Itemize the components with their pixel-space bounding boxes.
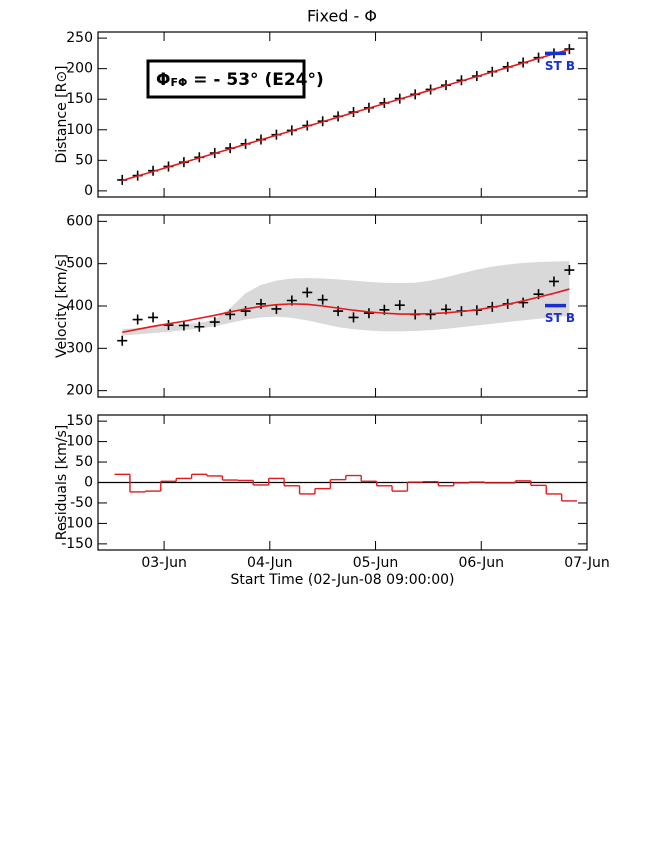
- data-point: [271, 303, 282, 314]
- data-point: [348, 312, 359, 323]
- stb-label: ST B: [545, 311, 575, 325]
- data-point: [518, 297, 529, 308]
- data-point: [148, 312, 159, 323]
- data-point: [548, 276, 559, 287]
- data-point: [564, 265, 575, 276]
- annotation-text: = - 53° (E24°): [187, 70, 323, 90]
- y-axis-label: Residuals [km/s]: [54, 425, 70, 541]
- stb-label: ST B: [545, 59, 575, 73]
- data-point: [564, 44, 575, 55]
- y-tick-label: 150: [66, 91, 93, 107]
- y-tick-label: 200: [66, 61, 93, 77]
- y-tick-label: 600: [66, 213, 93, 229]
- y-tick-label: 50: [75, 152, 93, 168]
- annotation-box: [146, 59, 306, 99]
- y-tick-label: 400: [66, 298, 93, 314]
- uncertainty-band: [122, 261, 570, 336]
- y-tick-label: -50: [70, 495, 93, 511]
- y-tick-label: 100: [66, 434, 93, 450]
- panel: -150 -100 -50 0 50 100 150 03-Jun 04-Jun 05-Jun 06…: [54, 413, 610, 588]
- chart-title: Fixed - Φ: [307, 7, 377, 26]
- y-tick-label: 500: [66, 256, 93, 272]
- y-tick-label: -150: [61, 536, 93, 552]
- x-tick-label: 05-Jun: [353, 555, 399, 571]
- data-point: [132, 314, 143, 325]
- y-tick-label: 300: [66, 340, 93, 356]
- x-tick-label: 06-Jun: [459, 555, 505, 571]
- fit-line: [122, 288, 570, 334]
- data-point: [209, 317, 220, 328]
- data-point: [178, 320, 189, 331]
- annotation-subscript: FΦ: [170, 76, 187, 89]
- annotation: ΦFΦ = - 53° (E24°): [156, 70, 324, 90]
- data-point: [317, 294, 328, 305]
- fit-line: [122, 48, 570, 182]
- x-tick-label: 04-Jun: [247, 555, 293, 571]
- y-tick-label: 150: [66, 413, 93, 429]
- x-axis-label: Start Time (02-Jun-08 09:00:00): [231, 572, 455, 588]
- y-tick-label: 0: [84, 183, 93, 199]
- data-point: [240, 306, 251, 317]
- data-point: [117, 335, 128, 346]
- annotation-symbol: Φ: [156, 70, 170, 90]
- panel: 0 50 100 150 200 250 Distance [R⊙] ST B ΦFΦ = - …: [54, 30, 588, 199]
- x-tick-label: 03-Jun: [141, 555, 187, 571]
- y-tick-label: 100: [66, 122, 93, 138]
- data-point: [394, 300, 405, 311]
- plot-frame: [97, 31, 588, 198]
- y-axis-label: Distance [R⊙]: [54, 65, 70, 163]
- y-tick-label: 200: [66, 383, 93, 399]
- y-tick-label: 250: [66, 30, 93, 46]
- y-tick-label: 50: [75, 454, 93, 470]
- data-point: [302, 287, 313, 298]
- y-axis-label: Velocity [km/s]: [54, 254, 70, 358]
- y-tick-label: -100: [61, 515, 93, 531]
- data-point: [194, 321, 205, 332]
- data-point: [363, 308, 374, 319]
- y-tick-label: 0: [84, 475, 93, 491]
- panel: 200 300 400 500 600 Velocity [km/s] ST B: [54, 213, 588, 399]
- x-tick-label: 07-Jun: [564, 555, 610, 571]
